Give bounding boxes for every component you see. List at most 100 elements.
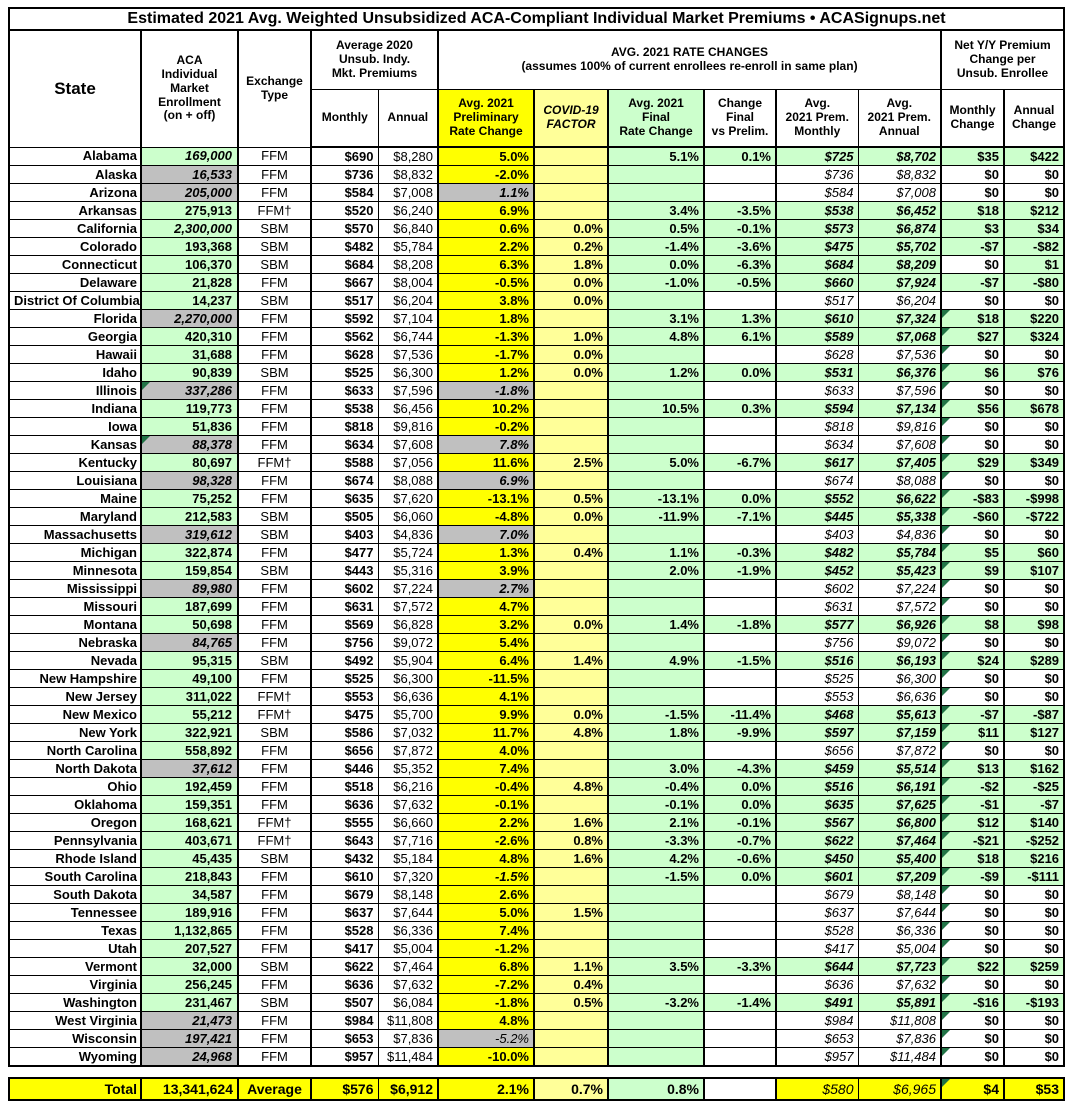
table-row: Washington 231,467 SBM $507 $6,084 -1.8% 0.5% -… [8,993,1065,1012]
monthly-change-cell: $0 [940,183,1005,202]
state-cell: Wyoming [8,1047,142,1067]
annual-change-cell: $0 [1003,741,1065,760]
final-rate-cell: 3.4% [607,201,705,220]
prem-annual-cell: $7,134 [857,399,942,418]
covid-factor-cell [533,1011,609,1030]
monthly-change-cell: $0 [940,921,1005,940]
enrollment-cell: 21,473 [140,1011,239,1030]
monthly-change-cell: $56 [940,399,1005,418]
monthly-change-cell: -$7 [940,705,1005,724]
enrollment-cell: 24,968 [140,1047,239,1067]
prem-annual-cell: $7,723 [857,957,942,976]
prelim-rate-cell: -10.0% [437,1047,535,1067]
prelim-rate-cell: 3.9% [437,561,535,580]
annual-change-cell: $0 [1003,165,1065,184]
monthly-2020-cell: $446 [310,759,379,778]
enrollment-cell: 80,697 [140,453,239,472]
monthly-2020-cell: $576 [310,1077,379,1101]
monthly-change-cell: $0 [940,975,1005,994]
monthly-2020-cell: $588 [310,453,379,472]
monthly-2020-cell: $636 [310,795,379,814]
prem-monthly-cell: $417 [775,939,859,958]
exchange-type-cell: SBM [237,219,312,238]
state-cell: Minnesota [8,561,142,580]
enrollment-cell: 311,022 [140,687,239,706]
exchange-type-cell: SBM [237,561,312,580]
exchange-type-cell: FFM† [237,453,312,472]
enrollment-cell: 319,612 [140,525,239,544]
prelim-rate-cell: 5.0% [437,146,535,166]
group-header-2021-rate-changes: AVG. 2021 RATE CHANGES (assumes 100% of … [437,29,942,90]
state-cell: Nevada [8,651,142,670]
monthly-change-cell: -$7 [940,273,1005,292]
exchange-type-cell: FFM [237,903,312,922]
final-rate-cell [607,669,705,688]
annual-2020-cell: $6,828 [377,615,439,634]
exchange-type-cell: FFM† [237,831,312,850]
change-vs-prelim-cell: -11.4% [703,705,777,724]
prem-monthly-cell: $531 [775,363,859,382]
prem-annual-cell: $6,336 [857,921,942,940]
monthly-change-cell: $8 [940,615,1005,634]
final-rate-cell [607,975,705,994]
exchange-type-cell: SBM [237,363,312,382]
final-rate-cell [607,525,705,544]
monthly-2020-cell: $653 [310,1029,379,1048]
exchange-type-cell: SBM [237,651,312,670]
final-rate-cell [607,165,705,184]
prelim-rate-cell: 11.7% [437,723,535,742]
annual-change-cell: -$25 [1003,777,1065,796]
monthly-change-cell: $0 [940,633,1005,652]
annual-2020-cell: $4,836 [377,525,439,544]
final-rate-cell: 3.0% [607,759,705,778]
change-vs-prelim-cell [703,687,777,706]
state-cell: Nebraska [8,633,142,652]
table-row: New Jersey 311,022 FFM† $553 $6,636 4.1% $553 $… [8,687,1065,706]
state-cell: Missouri [8,597,142,616]
annual-change-cell: $140 [1003,813,1065,832]
prelim-rate-cell: 2.2% [437,237,535,256]
column-header-covid-factor: COVID-19 FACTOR [533,89,609,148]
prelim-rate-cell: 7.0% [437,525,535,544]
final-rate-cell: -1.4% [607,237,705,256]
change-vs-prelim-cell [703,1077,777,1101]
enrollment-cell: 337,286 [140,381,239,400]
final-rate-cell [607,417,705,436]
prelim-rate-cell: -4.8% [437,507,535,526]
final-rate-cell: 0.5% [607,219,705,238]
change-vs-prelim-cell: -0.1% [703,219,777,238]
annual-change-cell: $0 [1003,1029,1065,1048]
monthly-change-cell: -$9 [940,867,1005,886]
annual-change-cell: $289 [1003,651,1065,670]
prem-monthly-cell: $552 [775,489,859,508]
exchange-type-cell: FFM [237,345,312,364]
prem-monthly-cell: $756 [775,633,859,652]
prem-annual-cell: $6,965 [857,1077,942,1101]
prem-monthly-cell: $468 [775,705,859,724]
monthly-change-cell: $4 [940,1077,1005,1101]
monthly-change-cell: $0 [940,165,1005,184]
change-vs-prelim-cell: 0.3% [703,399,777,418]
enrollment-cell: 2,270,000 [140,309,239,328]
prem-annual-cell: $6,300 [857,669,942,688]
state-cell: Ohio [8,777,142,796]
enrollment-cell: 193,368 [140,237,239,256]
covid-factor-cell [533,525,609,544]
covid-factor-cell [533,741,609,760]
enrollment-cell: 159,351 [140,795,239,814]
prem-annual-cell: $8,088 [857,471,942,490]
monthly-change-cell: $0 [940,255,1005,274]
monthly-2020-cell: $482 [310,237,379,256]
annual-2020-cell: $7,872 [377,741,439,760]
table-row: Indiana 119,773 FFM $538 $6,456 10.2% 10.5% 0.3… [8,399,1065,418]
annual-2020-cell: $5,700 [377,705,439,724]
annual-2020-cell: $5,184 [377,849,439,868]
covid-factor-cell: 0.0% [533,291,609,310]
final-rate-cell: 5.0% [607,453,705,472]
exchange-type-cell: FFM [237,1047,312,1067]
annual-2020-cell: $11,808 [377,1011,439,1030]
annual-2020-cell: $7,032 [377,723,439,742]
state-cell: Maine [8,489,142,508]
annual-2020-cell: $6,636 [377,687,439,706]
prelim-rate-cell: 3.2% [437,615,535,634]
